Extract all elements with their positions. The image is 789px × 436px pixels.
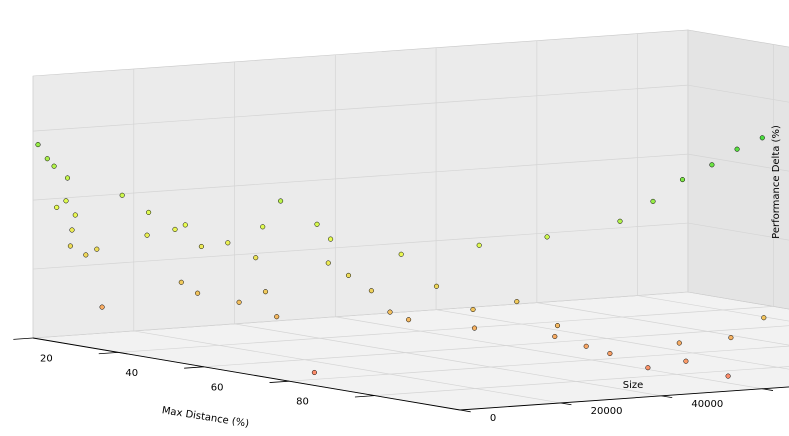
tick-labels: 0204060800200004000060000800001000001200…	[13, 337, 789, 424]
data-point-25	[368, 288, 374, 294]
data-point-18	[476, 242, 482, 248]
y-axis-title: Size	[623, 380, 644, 391]
data-point-34	[260, 224, 266, 230]
x-tick-mark-4	[354, 395, 375, 398]
z-grid-back-1	[687, 153, 789, 172]
z-grid-left-1	[32, 153, 689, 201]
z-grid-back-2	[687, 84, 789, 103]
data-point-51	[69, 227, 75, 233]
data-point-21	[433, 283, 440, 289]
data-point-15	[554, 323, 561, 329]
data-point-56	[44, 156, 50, 162]
data-point-36	[236, 299, 242, 305]
data-point-30	[314, 221, 320, 227]
data-point-45	[119, 192, 125, 198]
x-grid-floor-0	[32, 291, 689, 339]
data-point-11	[617, 218, 623, 224]
data-point-42	[172, 226, 178, 232]
data-point-43	[144, 232, 150, 238]
data-point-14	[544, 234, 550, 240]
y-grid-floor-5	[536, 302, 789, 346]
data-point-20	[471, 325, 478, 331]
data-point-10	[645, 365, 651, 371]
data-point-50	[72, 212, 78, 218]
data-points	[35, 135, 767, 379]
data-point-48	[83, 252, 89, 258]
data-point-53	[64, 175, 71, 181]
data-point-2	[734, 146, 740, 152]
x-grid-floor-2	[203, 325, 789, 368]
y-tick-label: 20000	[591, 406, 623, 417]
data-point-17	[514, 299, 520, 305]
data-point-37	[225, 240, 231, 246]
data-point-35	[253, 255, 259, 261]
left-wall-pane	[32, 29, 689, 339]
x-grid-floor-3	[289, 345, 789, 382]
y-tick-label: 40000	[691, 399, 723, 410]
data-point-40	[178, 279, 184, 285]
data-point-44	[146, 209, 152, 215]
data-point-22	[406, 317, 412, 323]
y-tick-label: 0	[490, 413, 496, 424]
y-grid-floor-4	[436, 309, 789, 370]
x-tick-mark-3	[269, 380, 290, 383]
data-point-0	[759, 135, 765, 141]
data-point-41	[182, 222, 188, 228]
x-grid-floor-4	[374, 366, 789, 396]
data-point-38	[195, 290, 201, 296]
data-point-7	[683, 358, 689, 364]
data-point-49	[67, 243, 73, 249]
x-axis-line	[32, 337, 461, 411]
y-grid-floor-1	[133, 330, 561, 404]
data-point-47	[94, 246, 100, 252]
y-grid-floor-3	[335, 316, 763, 390]
x-tick-mark-2	[184, 366, 204, 369]
data-point-16	[552, 333, 558, 340]
data-point-1	[761, 315, 767, 321]
data-point-24	[387, 309, 393, 315]
data-point-33	[262, 289, 269, 295]
x-axis-title: Max Distance (%)	[161, 405, 250, 430]
x-tick-mark-0	[13, 337, 34, 340]
data-point-12	[607, 350, 613, 357]
z-grid-back-0	[687, 222, 789, 241]
data-point-57	[35, 142, 41, 148]
data-point-8	[676, 340, 682, 346]
y-axis-line	[459, 386, 789, 411]
y-grid-floor-6	[637, 295, 789, 322]
x-tick-label: 40	[125, 368, 138, 379]
data-point-4	[709, 162, 715, 168]
data-point-46	[99, 304, 105, 310]
data-point-28	[311, 369, 317, 376]
data-point-5	[725, 373, 731, 379]
x-grid-floor-1	[118, 306, 774, 353]
data-point-9	[650, 198, 656, 204]
y-grid-floor-2	[234, 323, 662, 397]
data-point-31	[274, 314, 280, 320]
data-point-39	[198, 243, 204, 250]
data-point-13	[583, 343, 589, 349]
data-point-29	[328, 236, 334, 242]
data-point-23	[398, 251, 404, 257]
data-point-52	[63, 198, 69, 204]
z-axis-title: Performance Delta (%)	[771, 125, 782, 239]
data-point-27	[325, 260, 331, 266]
data-point-26	[345, 272, 352, 278]
data-point-32	[278, 198, 284, 204]
data-point-19	[470, 306, 476, 313]
data-point-6	[679, 177, 686, 183]
axis-panes	[32, 29, 789, 411]
x-tick-label: 60	[211, 382, 224, 393]
data-point-54	[54, 204, 60, 210]
z-grid-left-0	[32, 222, 689, 270]
x-tick-label: 20	[40, 353, 53, 364]
z-grid-left-2	[32, 84, 689, 132]
x-tick-label: 80	[296, 397, 309, 408]
x-tick-mark-1	[98, 352, 119, 355]
data-point-3	[728, 335, 734, 341]
data-point-55	[51, 163, 57, 169]
